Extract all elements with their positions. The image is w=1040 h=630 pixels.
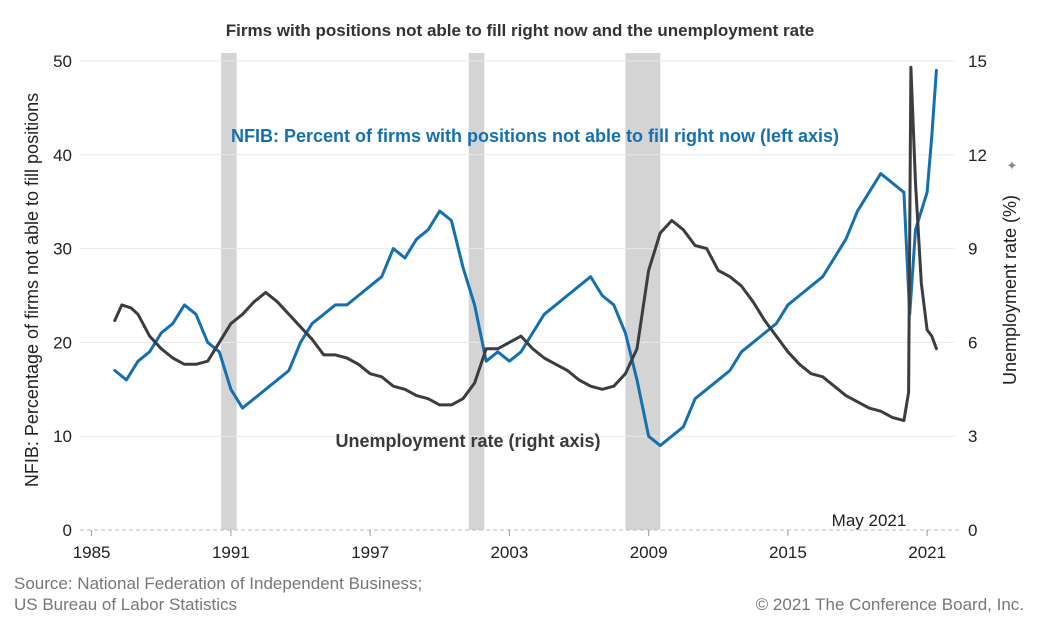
y-tick-left: 0 (63, 521, 72, 540)
source-line-1: Source: National Federation of Independe… (14, 574, 423, 593)
y-tick-right: 15 (968, 52, 987, 71)
annotation-unemployment: Unemployment rate (right axis) (335, 431, 600, 451)
y-tick-left: 10 (53, 427, 72, 446)
y-tick-right: 12 (968, 146, 987, 165)
x-tick-label: 2009 (630, 543, 668, 562)
x-tick-label: 1997 (351, 543, 389, 562)
x-tick-label: 1985 (73, 543, 111, 562)
x-tick-label: 2003 (490, 543, 528, 562)
y-tick-right: 6 (968, 333, 977, 352)
gridlines (80, 60, 960, 531)
recession-bands (221, 53, 661, 530)
y-axis-label-right: Unemployment rate (%) (1000, 195, 1020, 385)
annotation-nfib: NFIB: Percent of firms with positions no… (231, 126, 839, 146)
y-tick-right: 3 (968, 427, 977, 446)
source-note: Source: National Federation of Independe… (14, 573, 422, 615)
latest-date-label: May 2021 (832, 511, 907, 530)
y-tick-left: 30 (53, 240, 72, 259)
source-line-2: US Bureau of Labor Statistics (14, 595, 238, 614)
x-tick-label: 2015 (769, 543, 807, 562)
axis-ticks: 0 10 20 30 40 50 0 3 6 9 12 15 1985 1991 1997 2003 2009 2… (53, 52, 987, 562)
y-tick-left: 40 (53, 146, 72, 165)
y-tick-left: 50 (53, 52, 72, 71)
series-line-nfib (113, 68, 938, 448)
recession-band-1 (221, 53, 237, 530)
recession-band-2 (468, 53, 485, 530)
y-tick-right: 0 (968, 521, 977, 540)
series-line-unemployment (113, 65, 938, 423)
x-tick-label: 1991 (212, 543, 250, 562)
y-tick-right: 9 (968, 240, 977, 259)
pin-icon: ✦ (1007, 158, 1018, 173)
series-layer (113, 65, 938, 448)
y-tick-left: 20 (53, 333, 72, 352)
y-axis-label-left: NFIB: Percentage of firms not able to fi… (22, 93, 42, 487)
chart-title: Firms with positions not able to fill ri… (226, 21, 814, 40)
x-tick-label: 2021 (908, 543, 946, 562)
copyright: © 2021 The Conference Board, Inc. (755, 595, 1024, 614)
recession-band-3 (625, 53, 661, 530)
